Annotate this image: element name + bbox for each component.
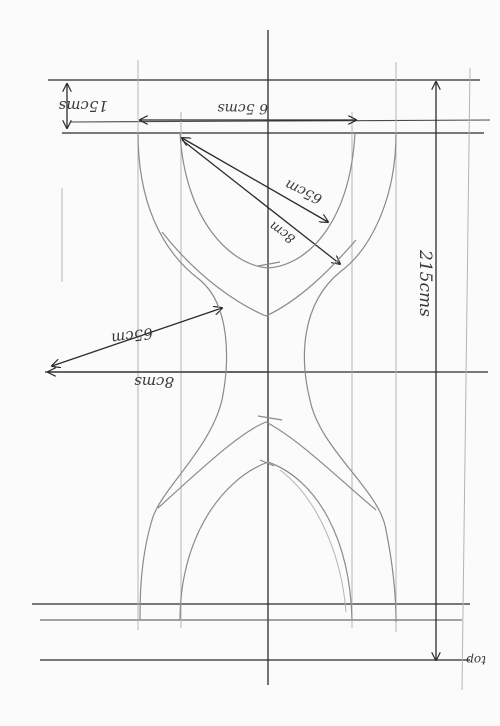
- far-right-guide: [461, 67, 471, 691]
- label-top: top: [466, 653, 486, 667]
- label-215cms: 215cms: [415, 249, 435, 317]
- radius-upper-arrow: [182, 138, 328, 222]
- outer-curve-left: [137, 132, 228, 621]
- tick-lower: [257, 415, 283, 421]
- tick-upper: [257, 261, 281, 267]
- upper-v: [161, 231, 357, 317]
- label-6-5cms: 6 5cms: [217, 100, 268, 116]
- lower-offset-curve: [279, 469, 347, 613]
- lower-arch: [179, 461, 353, 621]
- label-8cms: 8cms: [134, 373, 174, 391]
- upper-arch: [179, 132, 356, 269]
- outer-curve-right: [303, 132, 397, 623]
- label-15cms: 15cms: [58, 97, 108, 115]
- radius-left-arrow: [52, 308, 222, 366]
- tick-lower-2: [259, 459, 275, 467]
- label-65cm-upper: 65cm: [283, 176, 325, 207]
- lower-v: [157, 421, 377, 511]
- label-8cm: 8cm: [267, 218, 298, 246]
- inner-radius-arrow: [181, 139, 340, 264]
- label-65cm-left: 65cm: [110, 324, 154, 348]
